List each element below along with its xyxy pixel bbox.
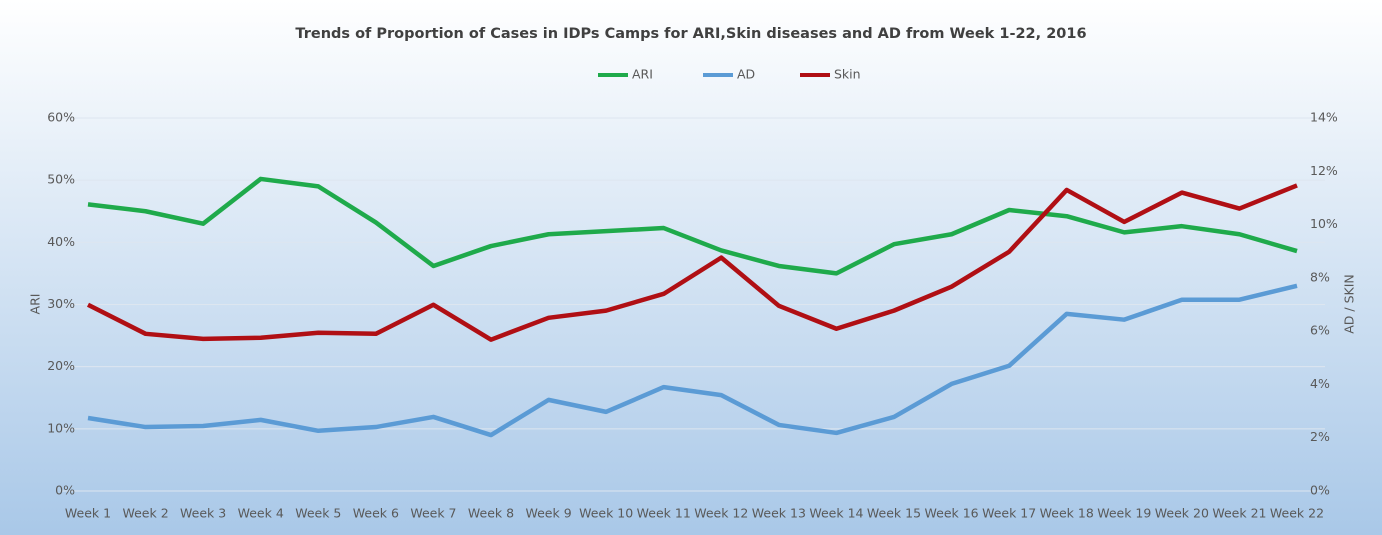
y2-tick-label: 12% <box>1310 163 1338 178</box>
x-tick-label: Week 22 <box>1270 506 1324 521</box>
series-line <box>87 283 1298 438</box>
x-tick-label: Week 20 <box>1155 506 1209 521</box>
y2-tick-label: 6% <box>1310 323 1330 338</box>
x-tick-label: Week 10 <box>579 506 633 521</box>
y2-tick-label: 0% <box>1310 483 1330 498</box>
x-tick-label: Week 11 <box>637 506 691 521</box>
x-tick-label: Week 9 <box>525 506 571 521</box>
y-axis-label: ARI <box>28 294 43 315</box>
legend-label: ARI <box>632 67 653 82</box>
series-line <box>87 176 1298 276</box>
x-tick-label: Week 21 <box>1212 506 1266 521</box>
series-line <box>86 183 1298 342</box>
x-tick-label: Week 15 <box>867 506 921 521</box>
y2-axis-label: AD / SKIN <box>1342 274 1357 334</box>
chart-title: Trends of Proportion of Cases in IDPs Ca… <box>295 26 1086 42</box>
x-tick-label: Week 14 <box>809 506 863 521</box>
y-tick-label: 30% <box>47 296 75 311</box>
x-tick-label: Week 8 <box>468 506 514 521</box>
x-tick-label: Week 13 <box>752 506 806 521</box>
y2-tick-label: 14% <box>1310 110 1338 125</box>
y2-tick-label: 8% <box>1310 269 1330 284</box>
y2-tick-label: 10% <box>1310 216 1338 231</box>
x-tick-label: Week 3 <box>180 506 226 521</box>
y-tick-label: 50% <box>47 172 75 187</box>
y-tick-label: 0% <box>55 483 75 498</box>
y-tick-label: 10% <box>47 420 75 435</box>
x-tick-label: Week 17 <box>982 506 1036 521</box>
x-tick-label: Week 19 <box>1097 506 1151 521</box>
x-tick-label: Week 4 <box>238 506 284 521</box>
y-tick-label: 40% <box>47 234 75 249</box>
x-tick-label: Week 18 <box>1040 506 1094 521</box>
y-tick-label: 20% <box>47 358 75 373</box>
x-tick-label: Week 6 <box>353 506 399 521</box>
legend-label: AD <box>737 67 755 82</box>
y-tick-label: 60% <box>47 110 75 125</box>
x-tick-label: Week 2 <box>122 506 168 521</box>
x-tick-label: Week 16 <box>925 506 979 521</box>
legend-label: Skin <box>834 67 861 82</box>
x-tick-label: Week 1 <box>65 506 111 521</box>
x-tick-label: Week 5 <box>295 506 341 521</box>
y2-tick-label: 4% <box>1310 376 1330 391</box>
x-tick-label: Week 7 <box>410 506 456 521</box>
x-tick-label: Week 12 <box>694 506 748 521</box>
y2-tick-label: 2% <box>1310 429 1330 444</box>
